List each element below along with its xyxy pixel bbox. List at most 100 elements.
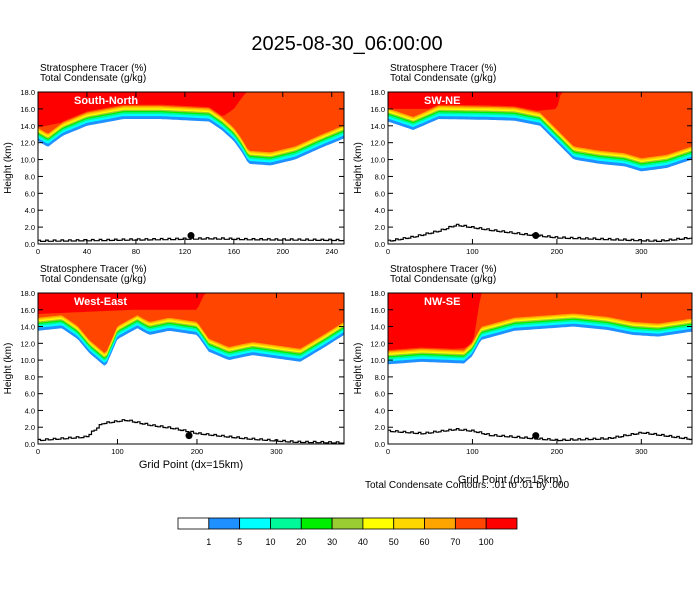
terrain-line bbox=[38, 419, 344, 444]
colorbar-label: 1 bbox=[206, 537, 211, 547]
plot-area bbox=[388, 293, 692, 444]
x-tick-label: 200 bbox=[551, 247, 564, 256]
plot-frame bbox=[37, 91, 345, 245]
y-tick-label: 10.0 bbox=[20, 356, 35, 365]
field-label-tracer: Stratosphere Tracer (%) bbox=[40, 264, 147, 275]
plot-frame bbox=[387, 91, 693, 245]
y-tick-label: 16.0 bbox=[370, 105, 385, 114]
y-tick-label: 2.0 bbox=[25, 223, 35, 232]
panel-name: SW-NE bbox=[424, 95, 460, 107]
colorbar-box bbox=[331, 517, 364, 530]
field-label-condensate: Total Condensate (g/kg) bbox=[40, 73, 146, 84]
x-tick-label: 200 bbox=[191, 447, 204, 456]
y-axis-label: Height (km) bbox=[353, 343, 364, 395]
contour-note: Total Condensate Contours: .01 to .01 by… bbox=[365, 480, 569, 491]
panel-sw-ne: Stratosphere Tracer (%)Total Condensate … bbox=[353, 63, 693, 256]
panel-name: South-North bbox=[74, 95, 138, 107]
location-marker bbox=[532, 432, 540, 440]
y-tick-label: 10.0 bbox=[370, 356, 385, 365]
y-tick-label: 12.0 bbox=[370, 339, 385, 348]
x-tick-label: 0 bbox=[386, 247, 390, 256]
y-tick-label: 12.0 bbox=[20, 339, 35, 348]
y-tick-label: 16.0 bbox=[20, 306, 35, 315]
y-tick-label: 6.0 bbox=[25, 390, 35, 399]
location-marker bbox=[185, 432, 193, 440]
y-tick-label: 14.0 bbox=[20, 323, 35, 332]
colorbar-box bbox=[454, 517, 487, 530]
colorbar-label: 30 bbox=[327, 537, 337, 547]
x-tick-label: 300 bbox=[635, 247, 648, 256]
y-tick-label: 8.0 bbox=[375, 373, 385, 382]
field-label-tracer: Stratosphere Tracer (%) bbox=[40, 63, 147, 74]
x-tick-label: 120 bbox=[179, 247, 192, 256]
panel-name: NW-SE bbox=[424, 296, 460, 308]
y-tick-label: 18.0 bbox=[20, 289, 35, 298]
plot-area bbox=[38, 293, 344, 444]
y-tick-label: 16.0 bbox=[20, 105, 35, 114]
tracer-band-8 bbox=[388, 92, 692, 159]
x-tick-label: 100 bbox=[466, 447, 479, 456]
field-label-tracer: Stratosphere Tracer (%) bbox=[390, 264, 497, 275]
plot-frame bbox=[37, 292, 345, 445]
location-marker bbox=[187, 232, 195, 240]
colorbar-label: 20 bbox=[296, 537, 306, 547]
panels: Stratosphere Tracer (%)Total Condensate … bbox=[3, 63, 693, 486]
plot-frame bbox=[387, 292, 693, 445]
field-label-condensate: Total Condensate (g/kg) bbox=[390, 274, 496, 285]
x-tick-label: 0 bbox=[386, 447, 390, 456]
y-tick-label: 8.0 bbox=[25, 172, 35, 181]
x-tick-label: 100 bbox=[111, 447, 124, 456]
terrain-line bbox=[388, 428, 692, 442]
y-tick-label: 8.0 bbox=[25, 373, 35, 382]
colorbar-box bbox=[239, 517, 271, 530]
x-tick-label: 80 bbox=[132, 247, 140, 256]
y-tick-label: 14.0 bbox=[370, 323, 385, 332]
panel-name: West-East bbox=[74, 296, 127, 308]
y-axis-label: Height (km) bbox=[3, 142, 14, 194]
y-tick-label: 4.0 bbox=[375, 406, 385, 415]
colorbar-label: 40 bbox=[358, 537, 368, 547]
colorbar-label: 70 bbox=[450, 537, 460, 547]
colorbar-box bbox=[270, 517, 302, 530]
colorbar-box bbox=[393, 517, 425, 530]
colorbar-box bbox=[485, 517, 518, 530]
y-tick-label: 14.0 bbox=[20, 122, 35, 131]
colorbar-box bbox=[424, 517, 456, 530]
y-tick-label: 18.0 bbox=[370, 289, 385, 298]
x-axis-label: Grid Point (dx=15km) bbox=[139, 459, 243, 471]
figure-title: 2025-08-30_06:00:00 bbox=[251, 33, 442, 55]
x-tick-label: 160 bbox=[228, 247, 241, 256]
stratosphere-core bbox=[388, 92, 692, 111]
stratosphere-core bbox=[38, 293, 344, 314]
x-tick-label: 300 bbox=[270, 447, 283, 456]
y-tick-label: 4.0 bbox=[25, 206, 35, 215]
colorbar-label: 10 bbox=[265, 537, 275, 547]
field-label-condensate: Total Condensate (g/kg) bbox=[390, 73, 496, 84]
y-axis-label: Height (km) bbox=[3, 343, 14, 395]
colorbar-box bbox=[177, 517, 210, 530]
colorbar-label: 60 bbox=[420, 537, 430, 547]
colorbar: 1 5 10 20 30 40 50 60 70 100 bbox=[177, 517, 518, 547]
x-tick-label: 300 bbox=[635, 447, 648, 456]
stratosphere-core bbox=[388, 293, 692, 350]
y-tick-label: 0.0 bbox=[375, 440, 385, 449]
y-tick-label: 2.0 bbox=[375, 423, 385, 432]
panel-west-east: Stratosphere Tracer (%)Total Condensate … bbox=[3, 264, 345, 471]
y-tick-label: 8.0 bbox=[375, 172, 385, 181]
y-tick-label: 10.0 bbox=[370, 156, 385, 165]
x-axis-label: Grid Point (dx=15km) bbox=[458, 474, 562, 486]
y-tick-label: 18.0 bbox=[20, 88, 35, 97]
y-tick-label: 16.0 bbox=[370, 306, 385, 315]
x-tick-label: 0 bbox=[36, 247, 40, 256]
colorbar-box bbox=[208, 517, 241, 530]
location-marker bbox=[532, 232, 540, 240]
y-tick-label: 6.0 bbox=[375, 390, 385, 399]
y-tick-label: 4.0 bbox=[25, 406, 35, 415]
panel-nw-se: Stratosphere Tracer (%)Total Condensate … bbox=[353, 264, 693, 486]
y-tick-label: 0.0 bbox=[25, 440, 35, 449]
x-tick-label: 0 bbox=[36, 447, 40, 456]
colorbar-label: 100 bbox=[479, 537, 494, 547]
tracer-band-8 bbox=[38, 92, 344, 153]
colorbar-label: 50 bbox=[389, 537, 399, 547]
